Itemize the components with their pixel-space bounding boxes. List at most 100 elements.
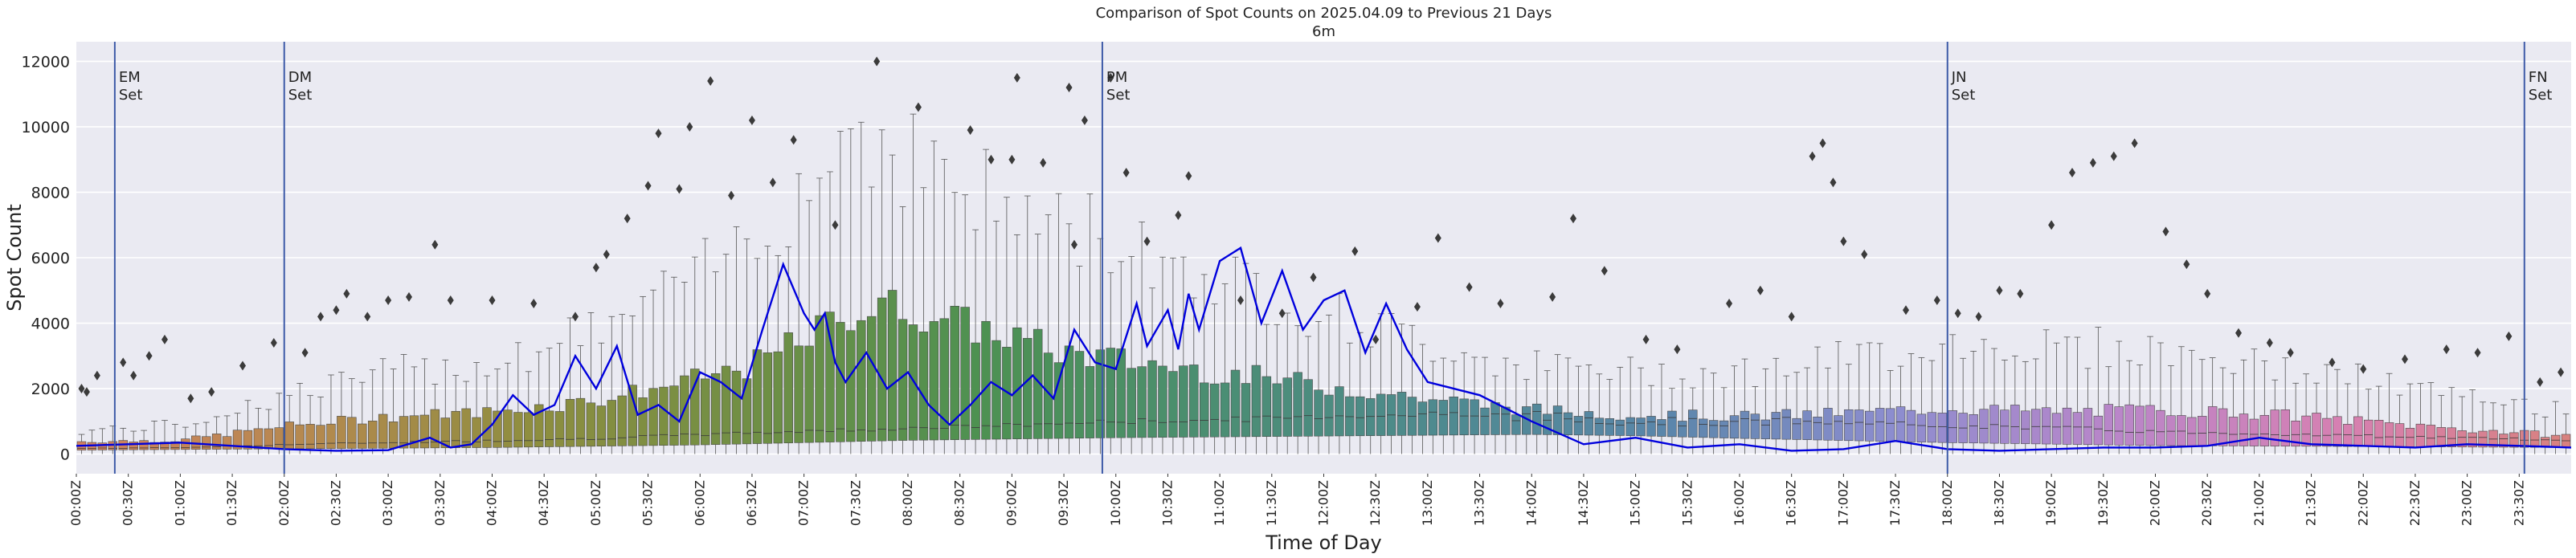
box [2291, 420, 2300, 447]
box [2468, 432, 2477, 448]
outlier-point [78, 384, 85, 394]
box [2415, 423, 2426, 447]
chart-subtitle: 6m [1312, 23, 1335, 40]
x-tick-label: 00:00Z [68, 480, 84, 526]
outlier-point [317, 312, 325, 322]
box [1168, 371, 1178, 438]
current-day-line-layer [76, 246, 2572, 452]
box [2177, 415, 2186, 446]
outlier-point [1185, 171, 1192, 181]
box [347, 417, 357, 449]
outlier-point [1071, 239, 1077, 250]
box [1657, 419, 1666, 437]
outlier-point [1674, 344, 1681, 355]
outlier-point [270, 337, 277, 348]
box [2447, 427, 2456, 447]
outlier-point [769, 177, 776, 188]
box [358, 423, 367, 449]
outlier-point [2089, 157, 2096, 168]
box [669, 385, 679, 446]
x-tick-label: 19:00Z [2043, 480, 2059, 526]
outlier-point [1840, 236, 1847, 246]
x-tick-label: 11:00Z [1212, 480, 1227, 526]
x-tick-label: 02:30Z [328, 480, 343, 526]
box [544, 410, 554, 447]
box [1428, 399, 1438, 436]
box [981, 320, 991, 440]
chart-title: Comparison of Spot Counts on 2025.04.09 … [1096, 5, 1552, 22]
box [1095, 349, 1106, 438]
x-tick-label: 09:00Z [1004, 480, 1019, 526]
box [596, 405, 607, 446]
x-tick-label: 15:30Z [1679, 480, 1695, 526]
box [638, 397, 648, 446]
box [2363, 419, 2374, 447]
box [1085, 366, 1095, 438]
x-tick-label: 22:00Z [2355, 480, 2370, 526]
x-tick-label: 03:30Z [432, 480, 448, 526]
box [1480, 407, 1490, 435]
box [1740, 410, 1750, 439]
box [804, 345, 814, 443]
y-axis-title: Spot Count [3, 204, 26, 311]
outlier-point [1122, 168, 1130, 178]
box [1012, 327, 1022, 440]
event-label: EM Set [119, 69, 143, 104]
outlier-point [145, 351, 153, 361]
x-tick-label: 13:30Z [1472, 480, 1487, 526]
box [1282, 377, 1292, 437]
outlier-point [2235, 328, 2242, 338]
box [1345, 396, 1355, 437]
x-tick-label: 14:00Z [1523, 480, 1539, 526]
outlier-point [1143, 236, 1151, 246]
box [2384, 422, 2394, 447]
outlier-point [208, 387, 215, 397]
event-label-line: JN [1951, 69, 1967, 86]
box [1261, 376, 1272, 437]
box [1937, 413, 1948, 443]
outlier-point [2474, 348, 2481, 358]
box [617, 395, 627, 446]
box [419, 414, 430, 449]
y-tick-label: 8000 [31, 184, 70, 202]
box [440, 417, 451, 449]
box [1760, 419, 1771, 439]
outlier-point [431, 239, 439, 250]
x-tick-label: 19:30Z [2096, 480, 2111, 526]
box [534, 404, 544, 447]
box [825, 312, 835, 442]
box [1625, 417, 1635, 436]
box [1137, 366, 1147, 438]
outlier-point [2558, 367, 2565, 377]
x-tick-label: 14:30Z [1576, 480, 1591, 526]
box [2083, 408, 2093, 446]
box [918, 332, 929, 441]
box [857, 320, 866, 442]
box [2041, 407, 2051, 445]
outlier-point [914, 102, 922, 112]
box [773, 351, 783, 444]
event-label-line: Set [288, 87, 313, 104]
box [295, 424, 305, 450]
box [2249, 418, 2259, 446]
box [710, 373, 721, 446]
box [2478, 430, 2488, 448]
box [1531, 403, 1542, 435]
box [201, 436, 211, 450]
box [461, 408, 471, 448]
box [305, 424, 315, 450]
x-tick-label: 10:00Z [1108, 480, 1123, 526]
x-tick-label: 12:30Z [1368, 480, 1383, 526]
outlier-point [343, 288, 350, 299]
outlier-point [301, 348, 309, 358]
box [1678, 421, 1687, 438]
box [794, 345, 803, 443]
outlier-point [1933, 295, 1940, 305]
x-tick-label: 18:30Z [1991, 480, 2006, 526]
box [1293, 372, 1302, 437]
box [1708, 420, 1719, 438]
box [1032, 328, 1043, 439]
box [1490, 402, 1500, 435]
outlier-point [2017, 288, 2024, 299]
